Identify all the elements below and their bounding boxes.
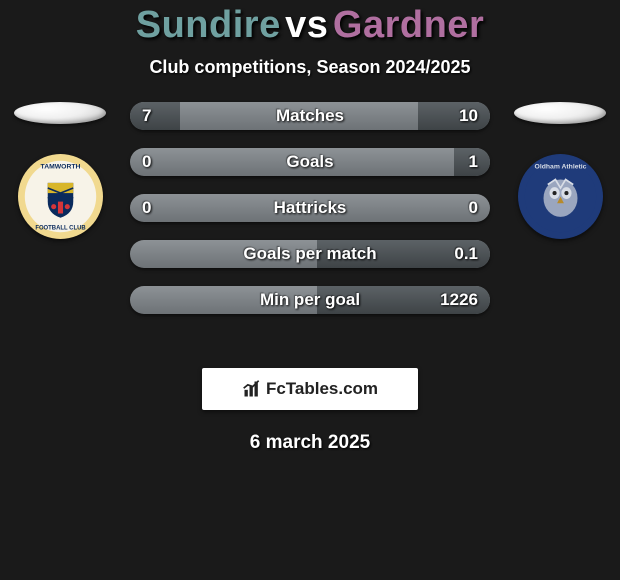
stat-value-right: 0.1: [454, 240, 478, 268]
stat-bar-gpm: Goals per match0.1: [130, 240, 490, 268]
vs-word: vs: [285, 4, 328, 46]
ball-icon: [14, 102, 106, 124]
player2-name: Gardner: [333, 4, 484, 46]
stat-bars: Matches710Goals01Hattricks00Goals per ma…: [130, 102, 490, 314]
svg-text:FOOTBALL CLUB: FOOTBALL CLUB: [35, 226, 86, 232]
svg-text:TAMWORTH: TAMWORTH: [40, 163, 80, 170]
stat-bar-hattricks: Hattricks0 0: [130, 194, 490, 222]
left-club-crest: TAMWORTH FOOTBALL CLUB: [18, 154, 103, 239]
brand-box: FcTables.com: [202, 368, 418, 410]
stat-label: Goals per match: [130, 240, 490, 268]
stat-value-left: 0: [142, 148, 151, 176]
left-side-stack: TAMWORTH FOOTBALL CLUB: [10, 102, 110, 239]
subtitle: Club competitions, Season 2024/2025: [0, 57, 620, 78]
stat-value-left: 7: [142, 102, 151, 130]
footer-date: 6 march 2025: [0, 432, 620, 454]
stat-value-right: 10: [459, 102, 478, 130]
brand-text: FcTables.com: [266, 379, 378, 399]
stat-bar-mpg: Min per goal1226: [130, 286, 490, 314]
stat-bar-matches: Matches7 10: [130, 102, 490, 130]
player1-name: Sundire: [136, 4, 281, 46]
stat-bar-goals: Goals0 1: [130, 148, 490, 176]
ball-icon: [514, 102, 606, 124]
stat-label: Matches: [130, 102, 490, 130]
stat-value-right: 1226: [440, 286, 478, 314]
svg-text:Oldham Athletic: Oldham Athletic: [534, 163, 586, 170]
stat-label: Hattricks: [130, 194, 490, 222]
right-side-stack: Oldham Athletic: [510, 102, 610, 239]
bar-chart-icon: [242, 379, 262, 399]
stat-value-right: 0: [469, 194, 478, 222]
comparison-panel: TAMWORTH FOOTBALL CLUB Oldham Athletic M…: [0, 102, 620, 348]
right-club-crest: Oldham Athletic: [518, 154, 603, 239]
stat-label: Goals: [130, 148, 490, 176]
stat-value-left: 0: [142, 194, 151, 222]
page-title: Sundire vs Gardner: [0, 0, 620, 47]
stat-label: Min per goal: [130, 286, 490, 314]
stat-value-right: 1: [469, 148, 478, 176]
